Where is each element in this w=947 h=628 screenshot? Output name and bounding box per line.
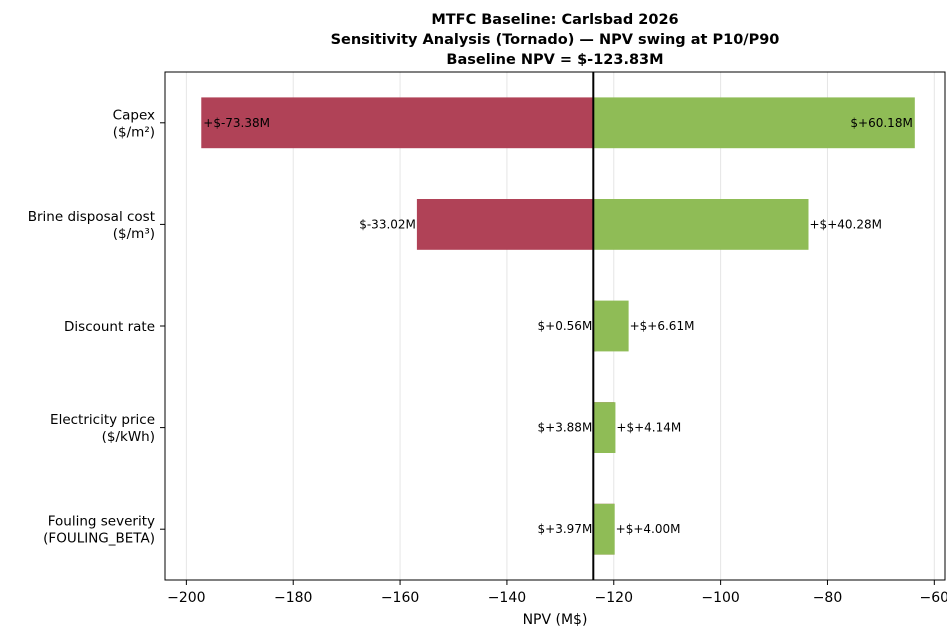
high-bar [593, 97, 915, 149]
x-axis: −200 −180 −160 −140 −120 −100 −80 −60 [167, 580, 947, 606]
high-bar-label: +$+40.28M [810, 217, 882, 231]
low-bar-label: $+0.56M [538, 319, 593, 333]
x-tick-label: −100 [701, 590, 739, 606]
y-tick-label: ($/m²) [113, 124, 155, 140]
x-tick-label: −160 [381, 590, 419, 606]
chart-title-line-3: Baseline NPV = $-123.83M [446, 52, 663, 68]
low-bar-label: +$-73.38M [203, 116, 270, 130]
high-bar-label: +$+4.14M [616, 421, 681, 435]
bar-labels: +$-73.38M $+60.18M $-33.02M +$+40.28M $+0.56… [203, 116, 913, 536]
y-tick-label: Capex [113, 107, 155, 123]
x-axis-title: NPV (M$) [523, 612, 588, 628]
high-bar [593, 503, 615, 555]
y-axis: Capex($/m²) Brine disposal cost($/m³) Disc… [28, 107, 165, 547]
y-tick-label: ($/m³) [113, 226, 155, 242]
chart-title-line-2: Sensitivity Analysis (Tornado) — NPV swi… [331, 32, 780, 48]
x-tick-label: −180 [274, 590, 312, 606]
x-tick-label: −140 [488, 590, 526, 606]
high-bar-label: $+60.18M [850, 116, 912, 130]
high-bar [593, 300, 629, 352]
low-bar-label: $+3.97M [538, 522, 593, 536]
high-bar-label: +$+6.61M [630, 319, 695, 333]
y-tick-label: Fouling severity [48, 514, 155, 530]
low-bar [201, 97, 594, 149]
high-bar [593, 402, 616, 453]
high-bar-label: +$+4.00M [616, 522, 681, 536]
x-tick-label: −60 [920, 590, 947, 606]
chart-title: MTFC Baseline: Carlsbad 2026 Sensitivity… [331, 12, 780, 68]
chart-title-line-1: MTFC Baseline: Carlsbad 2026 [431, 12, 678, 28]
x-tick-label: −80 [813, 590, 843, 606]
bars [201, 97, 915, 555]
y-tick-label: Discount rate [64, 319, 155, 335]
y-tick-label: ($/kWh) [102, 429, 155, 445]
x-tick-label: −120 [595, 590, 633, 606]
x-tick-label: −200 [167, 590, 205, 606]
low-bar-label: $-33.02M [359, 217, 416, 231]
low-bar [416, 199, 594, 250]
high-bar [593, 199, 809, 250]
y-tick-label: Electricity price [50, 412, 155, 428]
low-bar-label: $+3.88M [538, 421, 593, 435]
y-tick-label: Brine disposal cost [28, 209, 155, 225]
y-tick-label: (FOULING_BETA) [43, 531, 155, 547]
